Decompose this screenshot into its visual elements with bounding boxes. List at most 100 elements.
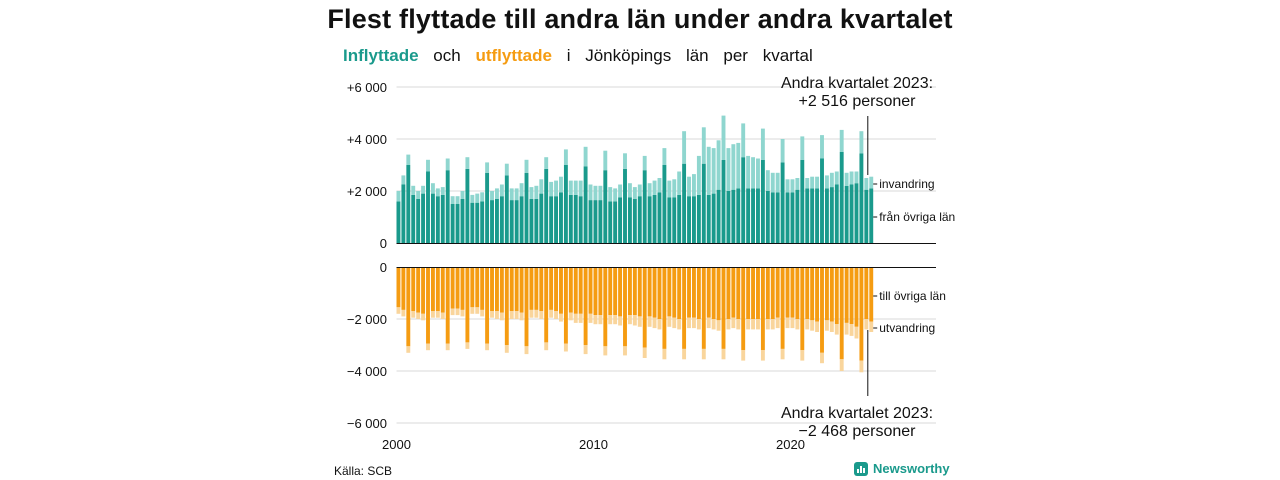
bar-emigration: [514, 311, 519, 319]
bar-emigration: [534, 309, 539, 318]
bar-emigration: [844, 322, 849, 335]
bar-to-other-counties: [716, 267, 721, 321]
bar-to-other-counties: [844, 267, 849, 323]
subtitle-outflow: utflyttade: [475, 46, 552, 65]
bar-to-other-counties: [396, 267, 401, 308]
bar-emigration: [475, 307, 480, 314]
bar-from-other-counties: [849, 184, 854, 243]
bar-to-other-counties: [573, 267, 578, 314]
bar-from-other-counties: [563, 165, 568, 243]
bar-emigration: [480, 309, 485, 317]
bar-to-other-counties: [721, 267, 726, 349]
bar-immigration: [839, 129, 844, 152]
bar-from-other-counties: [499, 196, 504, 243]
bar-immigration: [736, 142, 741, 189]
bar-to-other-counties: [430, 267, 435, 312]
bar-to-other-counties: [578, 267, 583, 314]
bar-to-other-counties: [632, 267, 637, 316]
bar-to-other-counties: [682, 267, 687, 349]
bar-from-other-counties: [687, 196, 691, 243]
bar-to-other-counties: [672, 267, 677, 318]
bar-emigration: [430, 311, 435, 318]
bar-to-other-counties: [637, 267, 642, 317]
bar-from-other-counties: [869, 188, 874, 243]
bar-emigration: [731, 317, 736, 329]
bar-emigration: [741, 350, 746, 361]
chart-subtitle: Inflyttade och utflyttade i Jönköpings l…: [343, 46, 823, 66]
bar-to-other-counties: [514, 267, 519, 312]
bar-from-other-counties: [751, 188, 755, 243]
bar-from-other-counties: [421, 193, 426, 243]
bar-immigration: [618, 184, 623, 198]
bar-from-other-counties: [834, 184, 839, 243]
bar-to-other-counties: [647, 267, 652, 317]
bar-from-other-counties: [839, 152, 844, 243]
bar-from-other-counties: [593, 200, 598, 243]
bar-to-other-counties: [820, 267, 824, 353]
bar-to-other-counties: [810, 267, 815, 321]
chart-title: Flest flyttade till andra län under andr…: [327, 4, 953, 34]
bar-emigration: [736, 319, 741, 330]
bar-emigration: [696, 319, 701, 330]
bar-to-other-counties: [751, 267, 755, 319]
bar-emigration: [632, 315, 637, 326]
bar-to-other-counties: [770, 267, 775, 319]
bar-emigration: [849, 324, 854, 336]
bar-emigration: [662, 348, 667, 360]
bar-emigration: [613, 315, 618, 325]
bar-emigration: [805, 319, 810, 330]
bar-emigration: [869, 321, 874, 332]
bar-to-other-counties: [696, 267, 701, 319]
bar-immigration: [544, 157, 549, 169]
bar-immigration: [495, 188, 499, 199]
bar-immigration: [810, 176, 815, 189]
bar-from-other-counties: [534, 198, 539, 243]
bar-from-other-counties: [760, 159, 765, 243]
bar-to-other-counties: [736, 267, 741, 319]
bar-from-other-counties: [618, 197, 623, 243]
bar-from-other-counties: [396, 201, 401, 243]
bar-emigration: [460, 309, 465, 317]
bar-immigration: [524, 159, 529, 173]
bar-immigration: [559, 176, 563, 193]
bar-immigration: [716, 140, 721, 190]
bar-emigration: [839, 359, 844, 371]
bar-from-other-counties: [756, 188, 760, 243]
bar-immigration: [401, 175, 406, 185]
bar-immigration: [396, 191, 401, 202]
bar-to-other-counties: [455, 267, 460, 309]
bar-emigration: [401, 309, 406, 317]
bar-emigration: [780, 348, 785, 360]
bar-from-other-counties: [770, 192, 775, 243]
bar-emigration: [593, 315, 598, 325]
bar-from-other-counties: [475, 202, 480, 243]
annotation-top-heading: Andra kvartalet 2023:: [781, 75, 933, 92]
bar-emigration: [756, 319, 760, 330]
subtitle-word: Jönköpings: [585, 46, 672, 65]
bar-from-other-counties: [780, 162, 785, 243]
bar-emigration: [416, 312, 421, 319]
bar-to-other-counties: [593, 267, 598, 316]
bar-immigration: [573, 180, 578, 195]
bar-from-other-counties: [504, 175, 509, 243]
bar-from-other-counties: [554, 196, 558, 243]
bar-emigration: [682, 348, 687, 360]
bar-emigration: [450, 308, 455, 316]
bar-emigration: [465, 342, 470, 349]
bar-immigration: [430, 183, 435, 194]
bar-emigration: [760, 350, 765, 361]
bar-to-other-counties: [554, 267, 558, 312]
bar-immigration: [746, 155, 751, 189]
bar-from-other-counties: [524, 172, 529, 243]
bar-from-other-counties: [864, 189, 869, 243]
bar-to-other-counties: [662, 267, 667, 349]
bar-immigration: [869, 176, 874, 189]
bar-emigration: [539, 311, 544, 319]
bar-from-other-counties: [514, 200, 519, 243]
bar-emigration: [790, 317, 795, 329]
bar-from-other-counties: [549, 196, 554, 243]
y-tick-label: 0: [380, 236, 387, 251]
bar-emigration: [411, 311, 416, 318]
subtitle-and: och: [433, 46, 461, 65]
